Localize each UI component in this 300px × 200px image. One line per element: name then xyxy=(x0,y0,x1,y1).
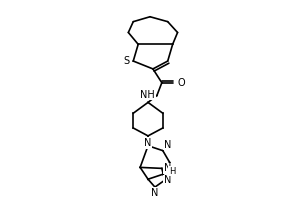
Text: S: S xyxy=(123,56,129,66)
Text: N: N xyxy=(151,188,159,198)
Text: N: N xyxy=(164,175,171,185)
Text: N: N xyxy=(164,140,171,150)
Text: H: H xyxy=(169,167,175,176)
Text: N: N xyxy=(164,163,171,173)
Text: N: N xyxy=(144,138,152,148)
Text: NH: NH xyxy=(140,90,155,100)
Text: O: O xyxy=(178,78,185,88)
